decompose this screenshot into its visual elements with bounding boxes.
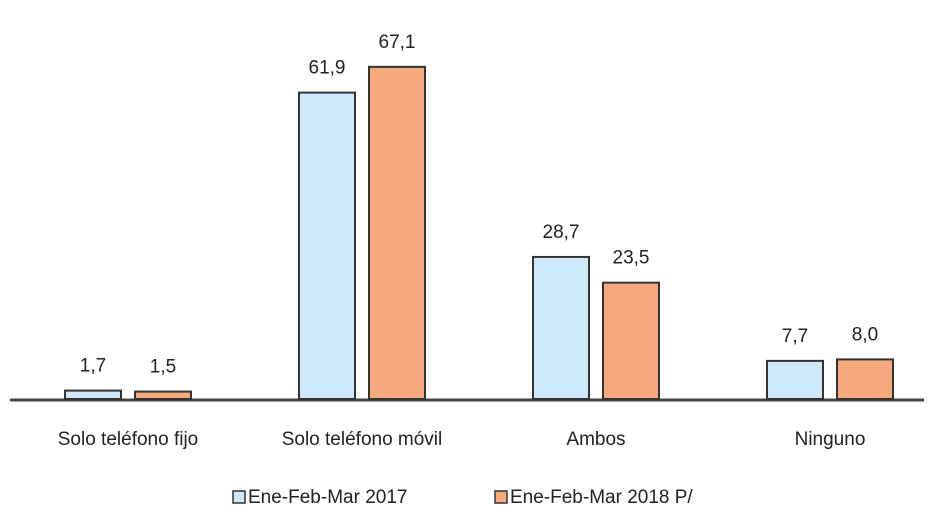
bar — [64, 389, 122, 400]
legend-swatch — [232, 490, 246, 504]
legend-swatch — [494, 490, 508, 504]
value-label: 1,7 — [80, 356, 106, 377]
value-label: 8,0 — [852, 324, 878, 345]
bar — [134, 390, 192, 401]
value-label: 7,7 — [782, 326, 808, 347]
x-tick-label: Ambos — [566, 429, 625, 450]
legend-label: Ene-Feb-Mar 2017 — [248, 487, 407, 508]
legend-label: Ene-Feb-Mar 2018 P/ — [510, 487, 693, 508]
value-label: 1,5 — [150, 357, 176, 378]
bar — [298, 91, 356, 400]
bar — [368, 65, 426, 400]
bar — [532, 255, 590, 400]
bar — [602, 281, 660, 400]
value-label: 61,9 — [309, 58, 346, 79]
value-label: 23,5 — [613, 248, 650, 269]
bar — [766, 359, 824, 401]
x-tick-label: Ninguno — [795, 429, 866, 450]
value-label: 67,1 — [379, 32, 416, 53]
value-label: 28,7 — [543, 222, 580, 243]
bar — [836, 358, 894, 400]
x-tick-label: Solo teléfono fijo — [58, 429, 199, 450]
x-tick-label: Solo teléfono móvil — [282, 429, 443, 450]
